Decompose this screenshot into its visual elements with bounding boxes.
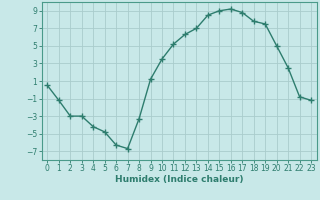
X-axis label: Humidex (Indice chaleur): Humidex (Indice chaleur) xyxy=(115,175,244,184)
